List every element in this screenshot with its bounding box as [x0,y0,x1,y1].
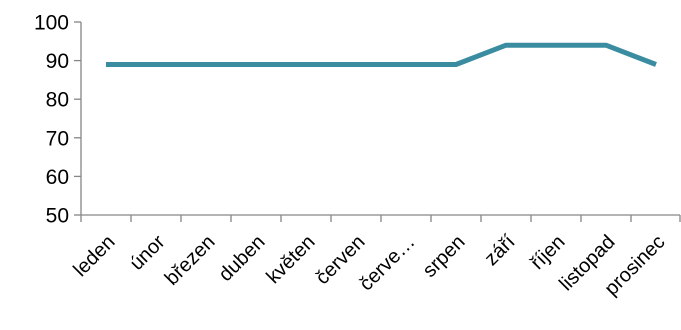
y-tick-label: 70 [46,127,69,150]
y-tick-label: 60 [46,166,69,189]
x-category-label: březen [161,231,220,290]
y-tick-label: 80 [46,89,69,112]
x-category-label: září [480,231,519,270]
y-axis: 50 60 70 80 90 100 [34,12,82,228]
y-tick-label: 50 [46,205,69,228]
y-tick-label: 90 [46,50,69,73]
y-tick-label: 100 [34,12,69,35]
x-category-label: červe… [355,231,419,295]
x-category-label: květen [262,231,319,288]
x-category-label: únor [126,231,170,275]
series-group [106,42,657,67]
x-category-label: říjen [526,231,569,274]
x-category-label: duben [215,231,270,286]
x-category-label: leden [69,231,119,281]
series-line [106,42,657,67]
x-category-label: srpen [419,231,470,282]
